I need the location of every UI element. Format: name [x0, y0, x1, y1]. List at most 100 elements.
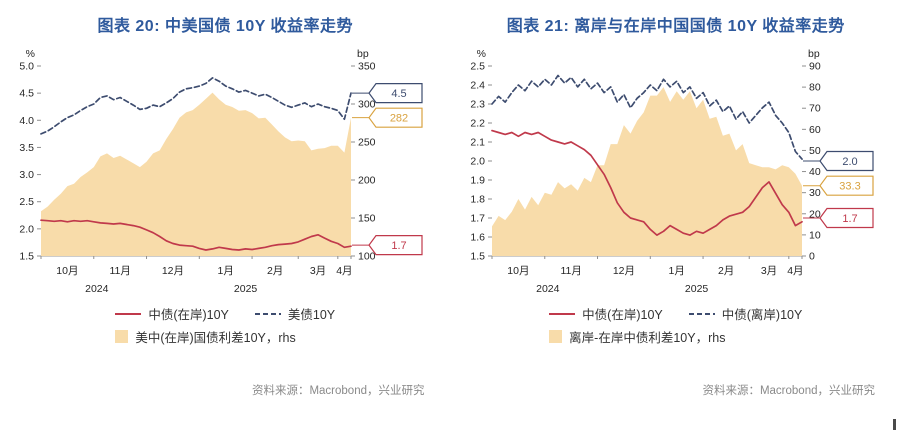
svg-text:2.0: 2.0 [842, 156, 857, 168]
x-tick-year: 2025 [685, 283, 709, 295]
source-note: 资料来源：Macrobond，兴业研究 [702, 385, 875, 397]
x-tick-year: 2024 [536, 283, 560, 295]
right-axis-unit: bp [808, 48, 820, 60]
svg-text:60: 60 [809, 124, 821, 136]
svg-text:50: 50 [809, 145, 821, 157]
dashed-line-swatch [254, 312, 281, 315]
legend-label: 美中(在岸)国债利差10Y，rhs [135, 331, 296, 345]
svg-text:2.1: 2.1 [470, 137, 485, 149]
left-axis-unit: % [476, 48, 485, 60]
svg-text:1.5: 1.5 [470, 251, 485, 263]
svg-text:10: 10 [809, 229, 821, 241]
svg-text:1.7: 1.7 [470, 213, 485, 225]
area-swatch [549, 330, 563, 343]
chart-title: 图表 21: 离岸与在岸中国国债 10Y 收益率走势 [506, 18, 845, 35]
x-tick-year: 2024 [85, 283, 109, 295]
legend-item: 离岸-在岸中债利差10Y，rhs [549, 327, 725, 346]
x-tick-month: 1月 [668, 265, 684, 277]
svg-text:2.3: 2.3 [470, 99, 485, 111]
svg-text:90: 90 [809, 61, 821, 73]
legend-row: 美中(在岸)国债利差10Y，rhs [115, 325, 335, 348]
area-swatch [115, 330, 129, 343]
svg-text:1.9: 1.9 [470, 175, 485, 187]
svg-text:2.5: 2.5 [20, 196, 35, 208]
x-tick-month: 11月 [560, 265, 581, 277]
svg-text:4.0: 4.0 [20, 115, 35, 127]
svg-text:300: 300 [358, 99, 376, 111]
svg-text:4.5: 4.5 [392, 88, 407, 100]
solid-line-swatch [549, 312, 576, 315]
svg-text:0: 0 [809, 251, 815, 263]
callout-33.3: 33.3 [802, 175, 874, 196]
svg-text:20: 20 [809, 208, 821, 220]
x-tick-month: 1月 [218, 265, 234, 277]
x-tick-month: 4月 [336, 265, 352, 277]
legend-item: 美债10Y [254, 304, 336, 323]
x-tick-month: 2月 [267, 265, 283, 277]
yield-chart-onshore-offshore: % bp 2.5 2.4 2.3 2.2 2.1 2.0 1.9 1.8 1.7 1.6 1.5 90 80… [470, 48, 874, 295]
x-tick-month: 4月 [787, 265, 803, 277]
svg-text:1.7: 1.7 [842, 213, 857, 225]
svg-text:80: 80 [809, 82, 821, 94]
svg-text:2.0: 2.0 [20, 223, 35, 235]
x-tick-month: 12月 [613, 265, 635, 277]
series-line-0 [40, 219, 353, 251]
svg-text:250: 250 [358, 137, 376, 149]
legend-row: 中债(在岸)10Y 美债10Y [115, 302, 335, 325]
svg-text:150: 150 [358, 213, 376, 225]
chart-title: 图表 20: 中美国债 10Y 收益率走势 [97, 18, 354, 35]
spread-area [41, 92, 352, 256]
svg-text:100: 100 [358, 251, 376, 263]
series-line-1 [40, 77, 353, 135]
svg-text:3.0: 3.0 [20, 169, 35, 181]
legend-label: 中债(在岸)10Y [148, 308, 229, 322]
left-axis-unit: % [26, 48, 35, 60]
svg-text:1.8: 1.8 [470, 194, 485, 206]
svg-text:5.0: 5.0 [20, 61, 35, 73]
legend-label: 中债(在岸)10Y [582, 308, 663, 322]
x-tick-year: 2025 [234, 283, 258, 295]
callout-4.5: 4.5 [352, 83, 423, 104]
svg-text:1.6: 1.6 [470, 232, 485, 244]
svg-text:350: 350 [358, 61, 376, 73]
x-tick-month: 2月 [718, 265, 734, 277]
svg-text:2.2: 2.2 [470, 118, 485, 130]
legend-row: 中债(在岸)10Y 中债(离岸)10Y [549, 302, 802, 325]
svg-text:70: 70 [809, 103, 821, 115]
callout-1.7: 1.7 [802, 207, 874, 229]
chart-panel-left: 图表 20: 中美国债 10Y 收益率走势 % bp 5.0 4.5 4.0 3.5 3.0… [20, 18, 425, 397]
x-tick-month: 10月 [507, 265, 529, 277]
x-tick-month: 10月 [57, 265, 79, 277]
legend-label: 中债(离岸)10Y [721, 308, 803, 322]
series-line-0 [490, 129, 803, 236]
x-tick-month: 12月 [162, 265, 184, 277]
x-tick-month: 3月 [761, 265, 777, 277]
svg-text:40: 40 [809, 166, 821, 178]
svg-text:1.7: 1.7 [392, 240, 407, 252]
callout-2.0: 2.0 [802, 150, 874, 172]
legend-item: 中债(在岸)10Y [549, 304, 663, 323]
svg-text:2.4: 2.4 [470, 80, 485, 92]
svg-text:2.0: 2.0 [470, 156, 485, 168]
x-tick-month: 3月 [310, 265, 326, 277]
source-note: 资料来源：Macrobond，兴业研究 [251, 385, 425, 397]
cursor-artifact [893, 419, 896, 430]
spread-area [491, 87, 802, 256]
svg-text:3.5: 3.5 [20, 142, 35, 154]
svg-text:2.5: 2.5 [470, 61, 485, 73]
legend-item: 中债(在岸)10Y [115, 304, 229, 323]
yield-chart-cn-us: % bp 5.0 4.5 4.0 3.5 3.0 2.5 2.0 1.5 350 300 250 200 1… [20, 48, 423, 295]
legend-row: 离岸-在岸中债利差10Y，rhs [549, 325, 802, 348]
svg-text:30: 30 [809, 187, 821, 199]
series-line-1 [490, 74, 803, 160]
svg-text:1.5: 1.5 [20, 251, 35, 263]
svg-text:200: 200 [358, 175, 376, 187]
right-axis-unit: bp [357, 48, 369, 60]
legend-label: 美债10Y [287, 308, 336, 322]
callout-282: 282 [352, 107, 423, 128]
legend-label: 离岸-在岸中债利差10Y，rhs [569, 331, 726, 345]
svg-text:282: 282 [390, 112, 408, 124]
legend-item: 美中(在岸)国债利差10Y，rhs [115, 327, 296, 346]
chart-legend: 中债(在岸)10Y 中债(离岸)10Y 离岸-在岸中债利差10Y，rhs [549, 302, 802, 348]
chart-panel-right: 图表 21: 离岸与在岸中国国债 10Y 收益率走势 % bp 2.5 2.4 2.3 2… [451, 0, 901, 433]
